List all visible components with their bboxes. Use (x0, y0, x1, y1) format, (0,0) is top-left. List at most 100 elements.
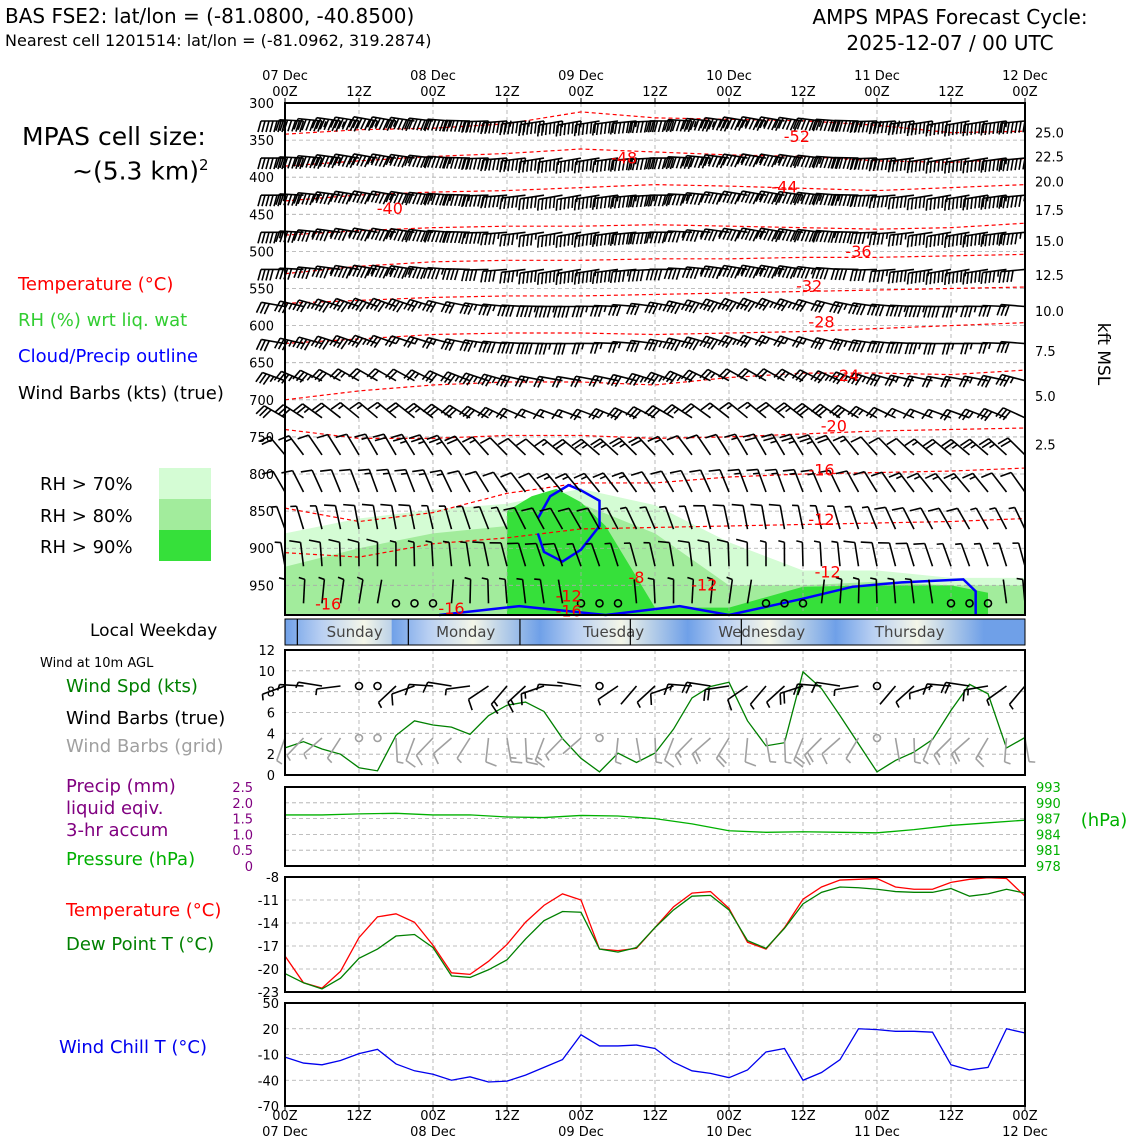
surface-wind-barb-true-staff (262, 685, 286, 695)
upper-wind-barb-flag (736, 190, 744, 202)
upper-wind-barb-flag (575, 306, 581, 318)
upper-wind-barb-flag (274, 300, 281, 312)
upper-wind-barb-flag (842, 231, 848, 244)
upper-wind-barb (811, 229, 841, 243)
upper-wind-barb-flag (526, 234, 529, 247)
upper-wind-barb-flag (947, 161, 951, 173)
pressure-tick-label: 500 (249, 245, 274, 260)
upper-wind-barb (330, 401, 360, 419)
upper-wind-barb-half (534, 578, 541, 581)
upper-wind-barb-flag (461, 436, 473, 443)
upper-wind-barb-flag (540, 161, 544, 173)
upper-wind-barb-half (599, 342, 603, 350)
upper-wind-barb-flag (459, 302, 466, 314)
upper-wind-barb (499, 157, 527, 173)
surface-wind-barb-grid-staff (663, 737, 675, 761)
upper-wind-barb-flag (960, 305, 965, 318)
upper-wind-barb-flag (857, 158, 862, 170)
upper-wind-barb (290, 505, 305, 530)
upper-wind-barb-flag (585, 271, 589, 283)
upper-wind-barb-flag (539, 507, 551, 512)
upper-wind-barb-flag (364, 267, 371, 279)
surface-wind-barb-grid-flag (485, 761, 497, 767)
upper-wind-barb-flag (644, 405, 654, 415)
upper-wind-barb (700, 265, 730, 280)
upper-wind-barb-flag (796, 155, 803, 167)
upper-wind-barb-flag (711, 119, 718, 131)
surface-wind-barb-true-calm (354, 681, 364, 691)
upper-wind-barb-flag (719, 401, 730, 410)
upper-wind-barb-flag (781, 118, 788, 130)
upper-wind-barb-flag (573, 273, 577, 285)
upper-wind-barb-flag (921, 409, 930, 420)
isotherm-label: -24 (833, 366, 859, 385)
upper-wind-barb (689, 469, 712, 493)
cell-size-label: MPAS cell size: (22, 122, 206, 151)
upper-wind-barb-flag (922, 122, 926, 134)
upper-wind-barb-flag (665, 120, 671, 133)
upper-wind-barb-flag (627, 233, 632, 245)
upper-wind-barb-flag (423, 230, 429, 242)
upper-wind-barb-flag (337, 266, 344, 278)
upper-wind-barb-flag (394, 468, 406, 472)
upper-wind-barb-flag (865, 195, 870, 207)
upper-wind-barb (792, 228, 822, 243)
upper-wind-barb-half (533, 306, 537, 313)
upper-wind-barb-flag (933, 160, 937, 173)
upper-wind-barb-flag (615, 304, 622, 317)
upper-wind-barb-flag (611, 471, 623, 478)
upper-wind-barb (878, 542, 897, 567)
upper-wind-barb-flag (458, 372, 467, 384)
pressure-tick-label: 950 (249, 579, 274, 594)
upper-wind-barb (459, 339, 489, 353)
surface-wind-barb-true-calm (373, 681, 382, 691)
upper-wind-barb-flag (571, 122, 574, 134)
upper-wind-barb-flag (261, 120, 266, 133)
upper-wind-barb-flag (613, 122, 618, 135)
upper-wind-barb (480, 268, 508, 283)
upper-wind-barb-flag (663, 193, 669, 205)
upper-wind-barb-flag (644, 339, 651, 351)
upper-wind-barb-half (473, 506, 480, 509)
upper-wind-barb (258, 435, 286, 456)
upper-wind-barb-flag (799, 301, 807, 313)
upper-wind-barb-staff (500, 542, 508, 567)
upper-wind-barb-flag (792, 402, 803, 412)
upper-wind-barb-half (770, 440, 777, 444)
upper-wind-barb-flag (574, 376, 581, 388)
upper-wind-barb-flag (999, 375, 1007, 386)
upper-wind-barb-flag (912, 305, 918, 318)
surface-wind-barb-grid-half (303, 753, 308, 760)
upper-wind-barb-flag (279, 119, 285, 132)
surface-wind-barb-true-flag (796, 684, 803, 696)
upper-wind-barb-flag (796, 192, 803, 204)
upper-wind-barb-flag (357, 468, 370, 472)
upper-wind-barb-flag (382, 193, 389, 205)
upper-wind-barb-flag (496, 158, 500, 171)
upper-wind-barb-flag (865, 406, 875, 417)
upper-wind-barb-half (831, 540, 838, 544)
upper-wind-barb-flag (813, 372, 823, 382)
upper-wind-barb-flag (384, 298, 393, 309)
upper-wind-barb (962, 157, 989, 174)
upper-wind-barb-flag (477, 232, 482, 244)
upper-wind-barb-half (581, 443, 588, 449)
upper-wind-barb-half (481, 577, 489, 581)
upper-wind-barb-staff (660, 470, 675, 493)
upper-wind-barb-flag (833, 339, 840, 351)
upper-wind-barb-flag (988, 160, 992, 172)
upper-wind-barb-flag (808, 193, 815, 206)
upper-wind-barb (955, 542, 971, 567)
upper-wind-barb-flag (874, 341, 881, 354)
upper-wind-barb-flag (944, 273, 947, 285)
upper-wind-barb-flag (966, 124, 970, 136)
temperature-panel-frame (284, 876, 1026, 993)
upper-wind-barb-flag (891, 506, 904, 511)
upper-wind-barb (626, 302, 656, 316)
upper-wind-barb-flag (667, 193, 673, 206)
upper-wind-barb-flag (1010, 233, 1014, 245)
upper-wind-barb (809, 504, 823, 530)
upper-wind-barb-flag (755, 116, 762, 128)
upper-wind-barb-flag (585, 234, 589, 246)
upper-wind-barb-flag (523, 343, 529, 355)
